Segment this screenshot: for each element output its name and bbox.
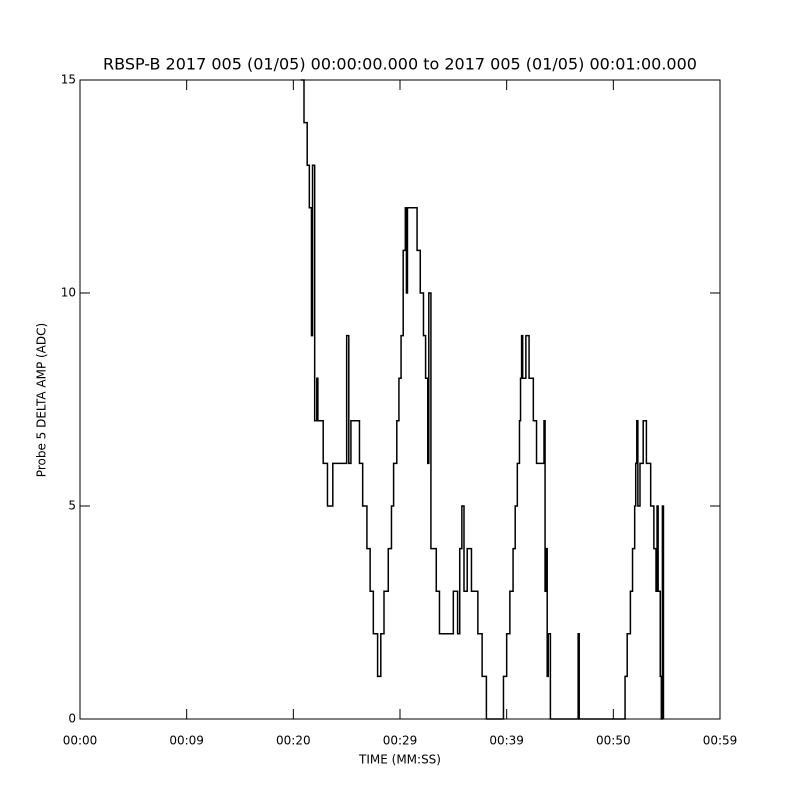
data-line (300, 79, 665, 720)
y-tick-label: 0 (68, 712, 76, 726)
x-tick-label: 00:20 (276, 734, 311, 748)
y-tick-label: 5 (68, 499, 76, 513)
x-tick-label: 00:00 (63, 734, 98, 748)
x-tick-label: 00:09 (169, 734, 204, 748)
y-tick-label: 15 (61, 73, 76, 87)
x-tick-label: 00:39 (489, 734, 524, 748)
x-tick-label: 00:29 (383, 734, 418, 748)
y-tick-label: 10 (61, 286, 76, 300)
x-axis-label: TIME (MM:SS) (358, 753, 441, 767)
y-axis-label: Probe 5 DELTA AMP (ADC) (35, 323, 49, 477)
x-tick-label: 00:59 (703, 734, 738, 748)
chart-title: RBSP-B 2017 005 (01/05) 00:00:00.000 to … (103, 55, 697, 74)
x-tick-label: 00:50 (596, 734, 631, 748)
